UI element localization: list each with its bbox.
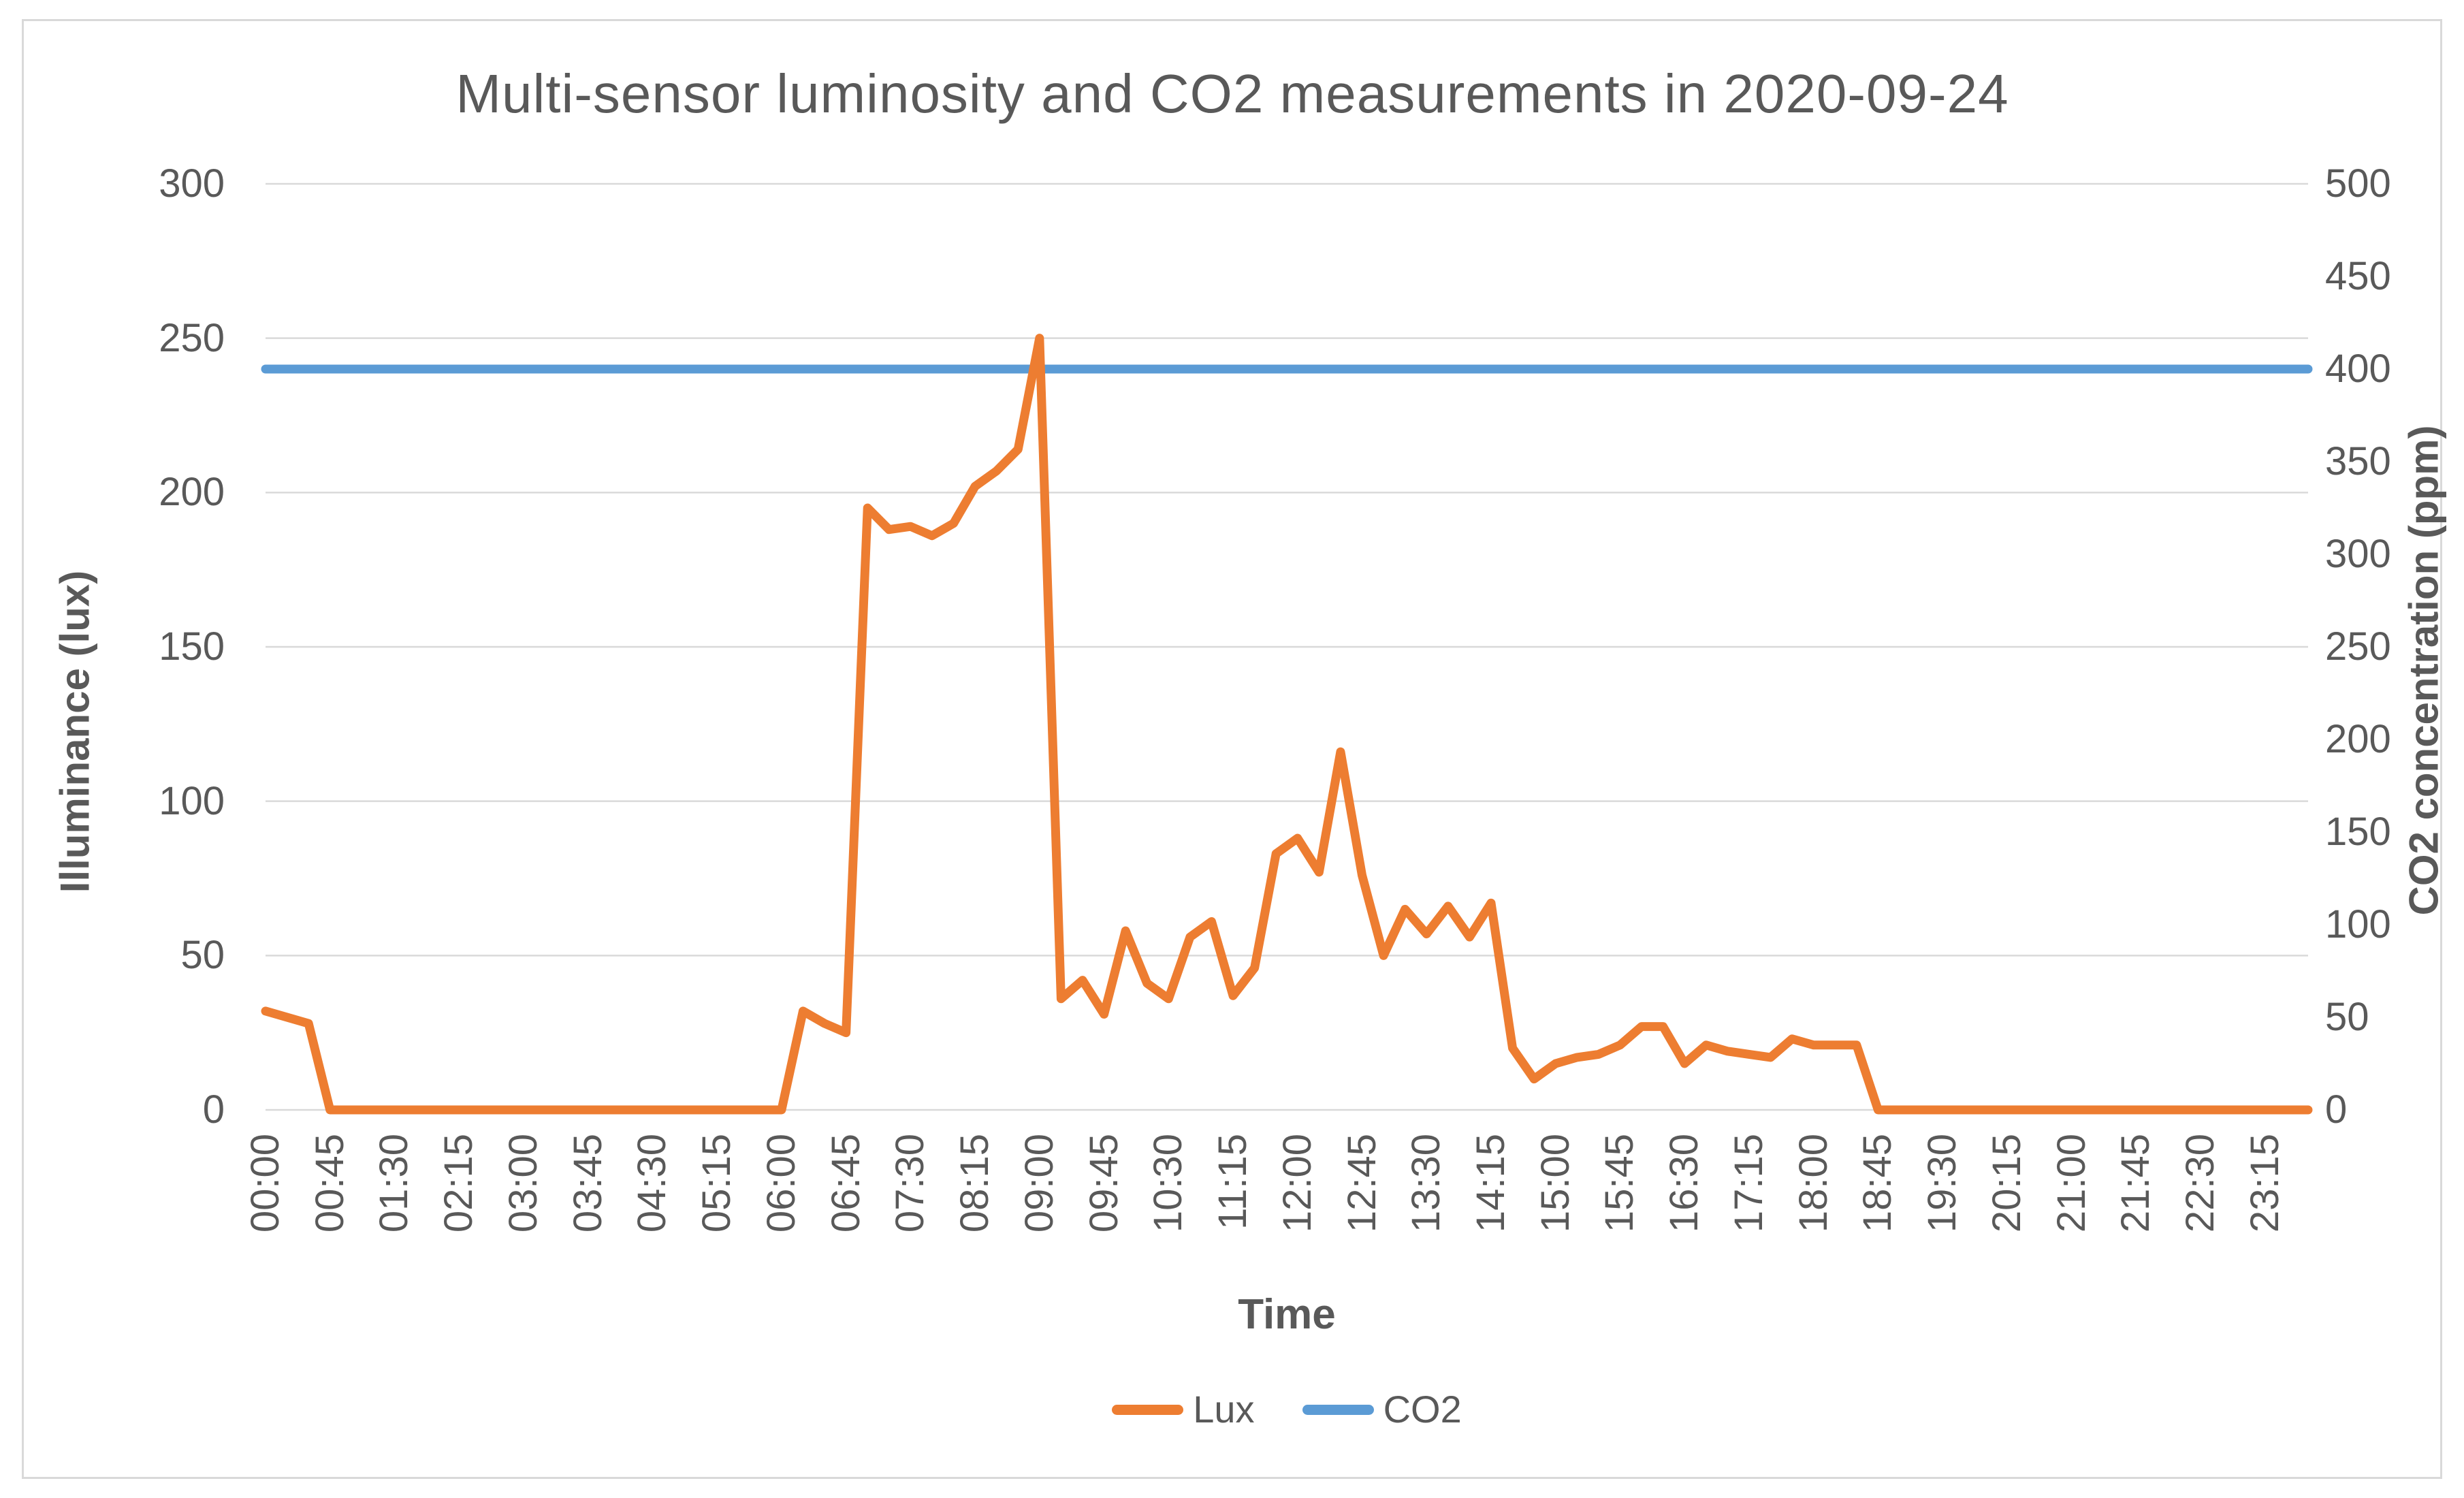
lux-series-swatch [1112,1404,1184,1415]
y-right-tick-450: 450 [2325,254,2391,298]
y-right-tick-400: 400 [2325,347,2391,391]
y-right-tick-500: 500 [2325,161,2391,206]
x-tick-07:30: 07:30 [888,1134,933,1233]
y-left-tick-50: 50 [180,933,225,978]
y-axis-left-title: Illuminance (lux) [52,570,98,893]
chart-legend: Lux CO2 [266,1389,2308,1430]
x-tick-15:45: 15:45 [1597,1134,1642,1233]
x-tick-00:00: 00:00 [243,1134,287,1233]
x-tick-18:45: 18:45 [1855,1134,1900,1233]
y-right-tick-50: 50 [2325,995,2369,1039]
x-tick-12:00: 12:00 [1275,1134,1319,1233]
x-tick-09:00: 09:00 [1017,1134,1061,1233]
y-right-tick-0: 0 [2325,1087,2348,1132]
x-tick-21:45: 21:45 [2113,1134,2158,1233]
co2-series-swatch [1302,1404,1374,1415]
y-right-tick-300: 300 [2325,532,2391,576]
legend-item-lux: Lux [1112,1388,1255,1431]
x-tick-19:30: 19:30 [1920,1134,1965,1233]
y-left-tick-200: 200 [159,470,225,515]
y-right-tick-250: 250 [2325,624,2391,669]
y-right-tick-100: 100 [2325,902,2391,946]
x-tick-02:15: 02:15 [436,1134,481,1233]
legend-label-lux: Lux [1193,1388,1255,1431]
chart-frame [22,19,2442,1479]
x-tick-23:15: 23:15 [2242,1134,2287,1233]
legend-item-co2: CO2 [1302,1389,1462,1430]
y-left-tick-0: 0 [202,1087,225,1132]
y-left-tick-300: 300 [159,161,225,206]
gridlines [266,182,2308,1111]
y-right-tick-200: 200 [2325,717,2391,761]
x-tick-06:45: 06:45 [823,1134,868,1233]
x-tick-05:15: 05:15 [694,1134,739,1233]
x-tick-06:00: 06:00 [758,1134,803,1233]
x-tick-17:15: 17:15 [1726,1134,1771,1233]
x-tick-08:15: 08:15 [953,1134,997,1233]
y-left-tick-250: 250 [159,315,225,360]
x-tick-22:30: 22:30 [2178,1134,2223,1233]
x-tick-16:30: 16:30 [1662,1134,1707,1233]
x-tick-18:00: 18:00 [1791,1134,1836,1233]
chart-title: Multi-sensor luminosity and CO2 measurem… [455,63,2009,124]
x-tick-09:45: 09:45 [1081,1134,1126,1233]
y-right-tick-150: 150 [2325,810,2391,854]
x-tick-13:30: 13:30 [1404,1134,1449,1233]
x-tick-01:30: 01:30 [372,1134,417,1233]
x-tick-10:30: 10:30 [1146,1134,1191,1233]
x-tick-00:45: 00:45 [307,1134,352,1233]
x-axis-title: Time [1238,1291,1336,1338]
x-tick-20:15: 20:15 [1984,1134,2029,1233]
x-tick-03:00: 03:00 [500,1134,545,1233]
legend-label-co2: CO2 [1383,1388,1462,1431]
x-tick-11:15: 11:15 [1211,1134,1255,1230]
x-tick-21:00: 21:00 [2049,1134,2094,1233]
lux-line [261,334,2313,1115]
x-tick-14:15: 14:15 [1469,1134,1513,1233]
x-tick-15:00: 15:00 [1533,1134,1578,1233]
y-right-tick-350: 350 [2325,439,2391,483]
lux-line-series [261,334,2313,1115]
y-axis-right-title: CO2 concentration (ppm) [2401,425,2447,916]
x-tick-03:45: 03:45 [565,1134,610,1233]
x-tick-04:30: 04:30 [630,1134,675,1233]
y-left-tick-100: 100 [159,778,225,823]
y-left-tick-150: 150 [159,624,225,669]
x-tick-12:45: 12:45 [1339,1134,1384,1233]
